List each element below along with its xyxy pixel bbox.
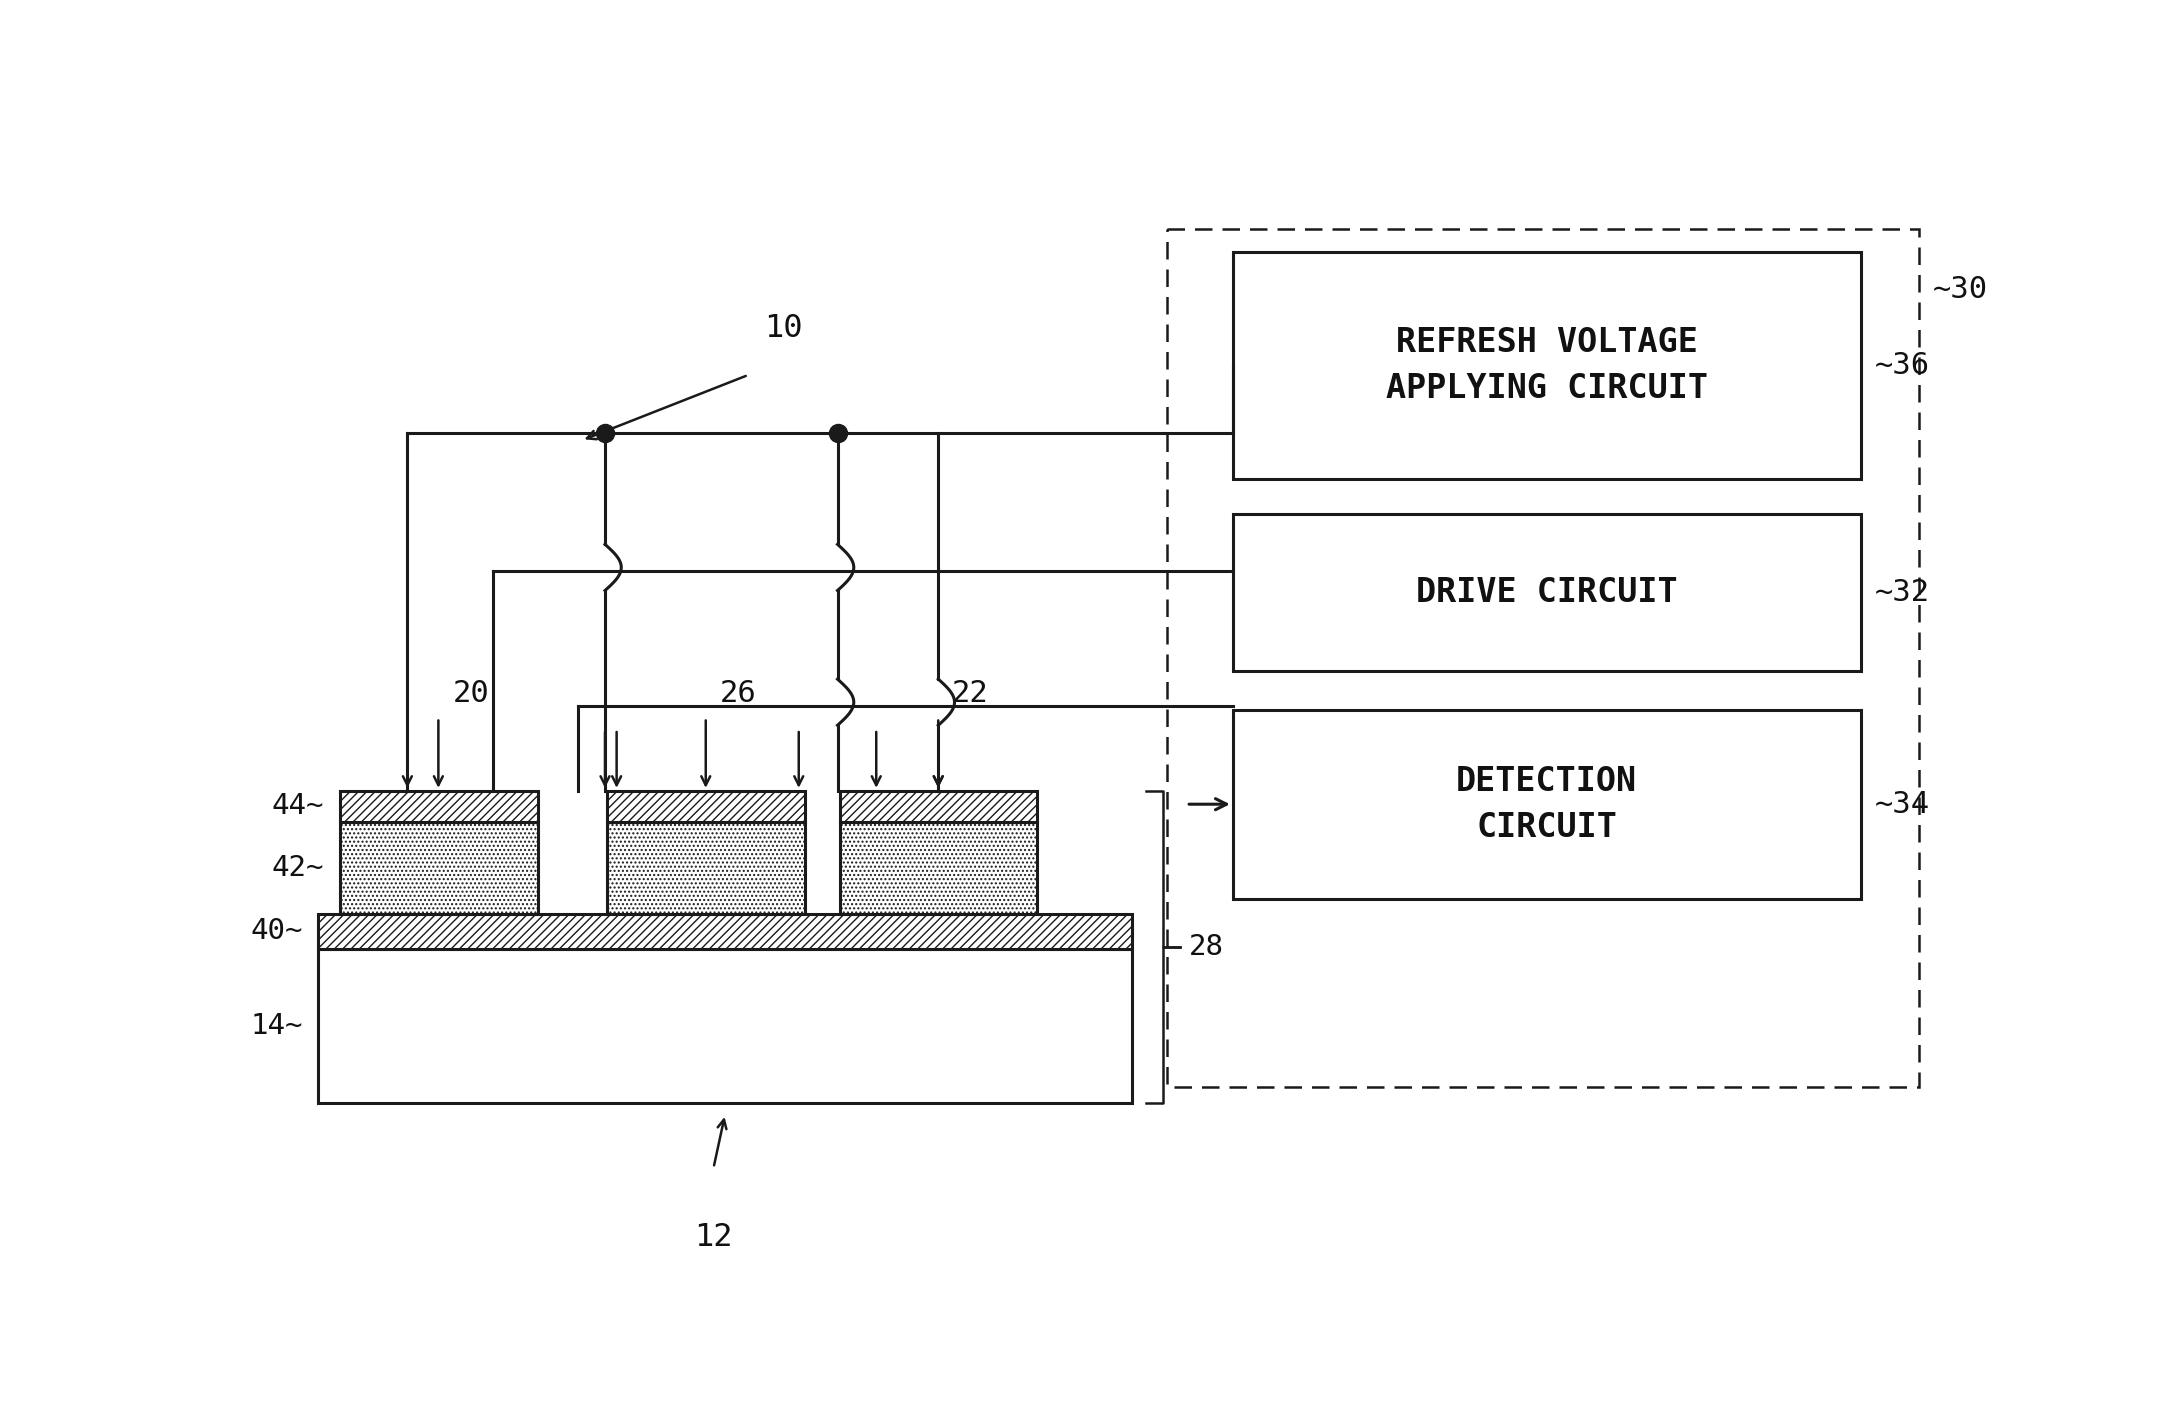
Polygon shape (339, 822, 537, 914)
Polygon shape (607, 790, 804, 822)
Text: 20: 20 (452, 679, 489, 708)
Text: ~36: ~36 (1874, 350, 1931, 380)
Text: DETECTION
CIRCUIT: DETECTION CIRCUIT (1457, 765, 1637, 843)
Text: 22: 22 (952, 679, 989, 708)
Text: DRIVE CIRCUIT: DRIVE CIRCUIT (1415, 575, 1678, 609)
Polygon shape (339, 790, 537, 822)
Polygon shape (839, 790, 1037, 822)
Text: REFRESH VOLTAGE
APPLYING CIRCUIT: REFRESH VOLTAGE APPLYING CIRCUIT (1385, 326, 1707, 404)
Polygon shape (1233, 711, 1861, 899)
Polygon shape (1167, 229, 1920, 1087)
Polygon shape (839, 822, 1037, 914)
Text: 40~: 40~ (250, 917, 302, 946)
Text: 14~: 14~ (250, 1011, 302, 1040)
Polygon shape (317, 948, 1133, 1102)
Text: 28: 28 (1189, 933, 1224, 961)
Text: 12: 12 (694, 1222, 733, 1253)
Polygon shape (607, 822, 804, 914)
Text: 10: 10 (763, 313, 802, 345)
Text: 26: 26 (720, 679, 757, 708)
Text: ~34: ~34 (1874, 790, 1931, 819)
Polygon shape (1233, 514, 1861, 671)
Text: 44~: 44~ (272, 792, 324, 820)
Polygon shape (317, 914, 1133, 948)
Text: 42~: 42~ (272, 854, 324, 881)
Polygon shape (1233, 252, 1861, 478)
Text: ~30: ~30 (1933, 275, 1987, 303)
Text: ~32: ~32 (1874, 578, 1931, 607)
